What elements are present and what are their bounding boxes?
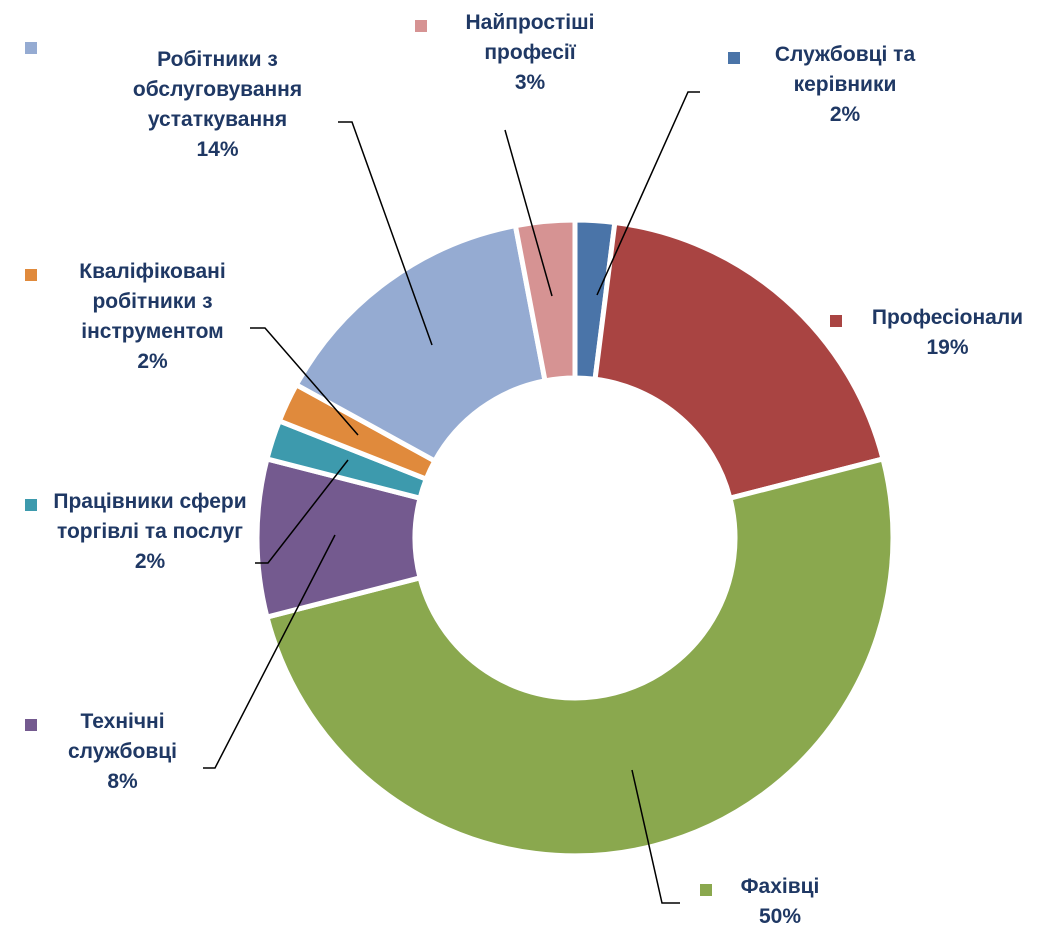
value-label: 50% [758, 905, 802, 928]
leader-line [631, 769, 680, 904]
category-name: Професіонали [871, 306, 1024, 329]
donut-wedge [292, 222, 548, 465]
donut-wedge [263, 455, 896, 858]
donut-wedge [592, 219, 887, 502]
legend-swatch [700, 884, 712, 896]
leader-line [250, 327, 359, 436]
data-label: Фахівці 50% [710, 872, 850, 932]
legend-swatch [25, 499, 37, 511]
data-label: Кваліфіковані робітники з інструментом 2% [40, 257, 265, 377]
data-label: Найпростіші професії 3% [425, 8, 635, 98]
value-label: 19% [926, 336, 969, 359]
data-label: Професіонали 19% [840, 303, 1055, 363]
legend-swatch [25, 269, 37, 281]
category-name: Кваліфіковані робітники з інструментом [79, 260, 226, 343]
legend-swatch [830, 315, 842, 327]
data-label: Робітники з обслуговування устаткування 1… [95, 45, 340, 165]
category-name: Технічні службовці [67, 710, 178, 763]
value-label: 2% [829, 103, 861, 126]
data-label: Службовці та керівники 2% [735, 40, 955, 130]
donut-wedge [512, 217, 578, 384]
legend-swatch [415, 20, 427, 32]
leader-line [255, 459, 349, 564]
legend-swatch [25, 719, 37, 731]
data-label: Технічні службовці 8% [40, 707, 205, 797]
category-name: Найпростіші професії [465, 11, 595, 64]
category-name: Робітники з обслуговування устаткування [132, 48, 303, 131]
value-label: 2% [137, 350, 168, 373]
data-label: Працівники сфери торгівлі та послуг 2% [45, 487, 255, 577]
value-label: 2% [134, 550, 166, 573]
category-name: Працівники сфери торгівлі та послуг [53, 490, 247, 543]
category-name: Службовці та керівники [774, 43, 916, 96]
leader-line [596, 91, 700, 296]
value-label: 3% [514, 71, 546, 94]
category-name: Фахівці [740, 875, 820, 898]
value-label: 8% [107, 770, 138, 793]
leader-line [504, 129, 553, 297]
value-label: 14% [196, 138, 239, 161]
legend-swatch [728, 52, 740, 64]
leader-line [203, 534, 336, 769]
legend-swatch [25, 42, 37, 54]
leader-line [338, 121, 433, 346]
